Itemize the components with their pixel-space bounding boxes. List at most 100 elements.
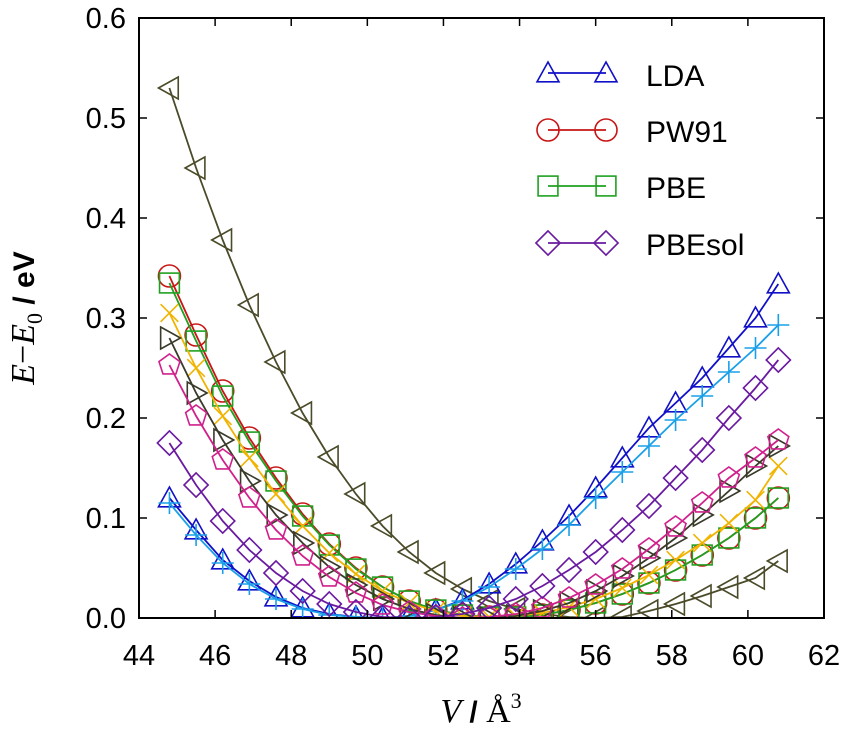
data-point: [582, 538, 609, 566]
data-point: [691, 544, 713, 566]
data-point: [264, 518, 288, 540]
data-point: [745, 453, 769, 479]
legend-marker: [593, 60, 619, 83]
data-point: [666, 550, 685, 570]
legend-entries: [534, 60, 620, 257]
series-4: [158, 272, 790, 618]
legend-swatch: [536, 118, 618, 142]
data-point: [210, 379, 235, 403]
series-2: [158, 314, 790, 618]
y-axis-title: E−E0 / eV: [5, 251, 47, 385]
y-tick-label: 0.5: [86, 103, 126, 135]
data-point: [317, 565, 341, 587]
data-point: [611, 583, 634, 605]
data-point: [719, 478, 742, 504]
data-point: [346, 564, 366, 584]
data-point: [318, 534, 340, 556]
data-point: [160, 303, 179, 323]
series-layer: [156, 75, 792, 618]
data-point: [715, 404, 743, 432]
data-point: [237, 486, 261, 508]
data-point: [691, 385, 714, 407]
data-point: [237, 426, 262, 450]
data-point: [584, 487, 607, 509]
data-point: [637, 537, 661, 559]
data-point: [612, 578, 632, 598]
data-point: [289, 400, 313, 426]
data-point: [293, 530, 316, 556]
legend-label-pbesol: PBEsol: [646, 229, 744, 262]
data-point: [766, 428, 790, 450]
series-5: [160, 303, 788, 618]
x-tick-label: 52: [427, 640, 459, 672]
legend-marker: [594, 118, 618, 142]
series-8: [156, 346, 792, 618]
data-point: [690, 491, 714, 513]
data-point: [716, 335, 742, 358]
series-line-2: [168, 324, 779, 618]
x-tick-label: 54: [503, 640, 535, 672]
data-point: [638, 572, 660, 594]
data-point: [451, 606, 474, 618]
x-tick-label: 62: [808, 640, 840, 672]
x-axis-exp: 3: [511, 688, 522, 713]
data-point: [767, 314, 790, 336]
y-axis-var1: E: [5, 364, 42, 386]
data-point: [186, 380, 209, 406]
data-point: [238, 573, 261, 595]
data-point: [479, 605, 502, 618]
data-point: [236, 292, 259, 318]
data-point: [397, 600, 421, 618]
data-point: [291, 544, 315, 566]
data-point: [293, 516, 313, 536]
data-point: [611, 461, 634, 483]
data-point: [504, 602, 528, 618]
data-point: [423, 560, 446, 586]
data-point: [766, 486, 791, 510]
data-point: [316, 590, 343, 618]
data-point: [531, 538, 554, 560]
y-axis-sub: 0: [22, 313, 47, 324]
data-point: [530, 596, 554, 618]
data-point: [184, 404, 208, 426]
data-point: [742, 565, 766, 591]
data-point: [185, 524, 208, 546]
x-tick-label: 44: [123, 640, 155, 672]
data-point: [156, 429, 183, 457]
y-axis-var2: E: [5, 324, 42, 346]
data-point: [744, 337, 767, 359]
data-point: [746, 490, 765, 510]
data-point: [717, 526, 741, 550]
data-point: [689, 583, 712, 609]
data-point: [612, 563, 635, 589]
data-point: [371, 593, 394, 615]
data-point: [765, 346, 792, 374]
legend-label-pw91: PW91: [646, 116, 728, 149]
data-point: [344, 581, 368, 603]
legend-marker: [534, 229, 562, 257]
x-tick-label: 58: [656, 640, 688, 672]
x-axis-title: V / Å3: [440, 688, 521, 730]
data-point: [398, 590, 420, 612]
data-point: [209, 507, 236, 535]
data-point: [716, 574, 739, 600]
data-point: [665, 525, 689, 551]
data-point: [239, 468, 263, 494]
y-axis-minus: −: [5, 345, 42, 364]
data-point: [156, 75, 180, 101]
data-point: [717, 361, 740, 383]
x-axis-sep: /: [461, 696, 486, 729]
data-point: [637, 571, 661, 595]
data-point: [610, 557, 634, 579]
data-point: [396, 539, 419, 565]
data-point: [343, 481, 366, 507]
legend-swatch: [537, 175, 617, 197]
data-point: [557, 586, 581, 608]
legend-marker: [536, 118, 560, 142]
data-point: [157, 264, 182, 288]
data-point: [184, 323, 208, 347]
data-point: [636, 598, 659, 618]
series-line-8: [168, 359, 779, 618]
data-point: [212, 385, 234, 407]
data-point: [186, 358, 206, 378]
